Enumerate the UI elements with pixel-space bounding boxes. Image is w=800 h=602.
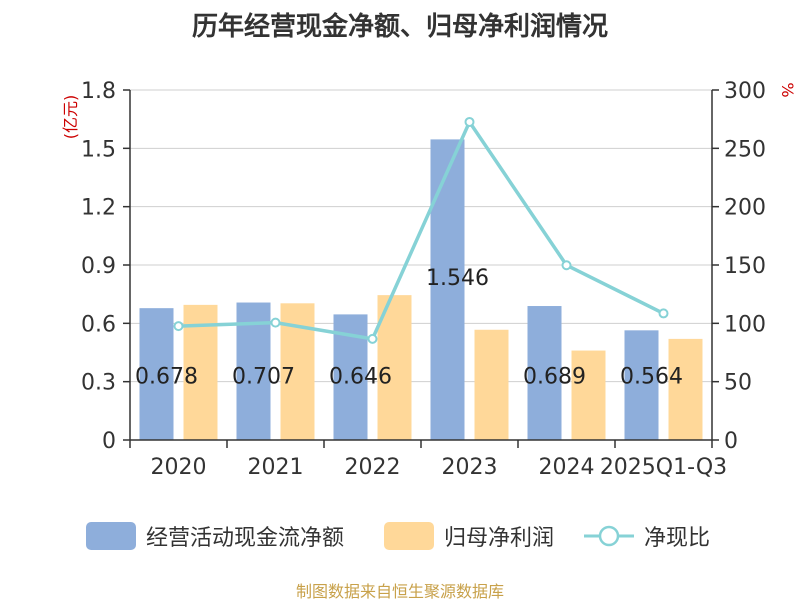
data-label-cash: 0.689 [523,365,586,390]
ratio-point [464,116,475,127]
bar-profit [474,329,509,440]
ratio-point [270,317,281,328]
ratio-point [658,308,669,319]
y-right-tick-label: 100 [724,312,766,337]
x-tick-label: 2022 [345,455,401,480]
ratio-line [173,116,669,344]
bar-profit [571,350,606,440]
y-left-tick-label: 0.9 [81,254,116,279]
y-left-tick-label: 0.6 [81,312,116,337]
y-right-tick-label: 250 [724,137,766,162]
bar-cash [624,330,659,440]
y-right-tick-label: 50 [724,371,752,396]
data-label-cash: 0.564 [620,365,683,390]
chart-title: 历年经营现金净额、归母净利润情况 [191,12,608,42]
source-note: 制图数据来自恒生聚源数据库 [295,582,504,601]
bar-profit [668,338,703,440]
data-label-cash: 1.546 [426,266,489,291]
y-left-tick-label: 0.3 [81,371,116,396]
data-labels: 0.678 0.707 0.646 1.546 0.689 0.564 [135,266,683,390]
legend-swatch-cash [86,522,136,550]
y-right-tick-label: 150 [724,254,766,279]
legend-line-ratio-icon [584,522,634,550]
legend-swatch-profit [384,522,434,550]
data-label-cash: 0.707 [232,365,295,390]
y-left-tick-label: 1.2 [81,196,116,221]
y-right-tick-label: 200 [724,196,766,221]
bar-cash [139,308,174,440]
legend-item-profit[interactable]: 归母净利润 [384,518,554,554]
y-left-unit-label: (亿元) [61,95,80,140]
x-tick-label: 2020 [151,455,207,480]
ratio-point [561,260,572,271]
x-tick-label: 2025Q1-Q3 [600,455,727,480]
y-right-tick-label: 300 [724,79,766,104]
x-tick-label: 2024 [539,455,595,480]
bar-cash [527,306,562,440]
axes: 0 0.3 0.6 0.9 1.2 1.5 1.8 0 50 100 150 200 250 300 (亿元… [61,79,797,480]
y-right-tick-label: 0 [724,429,738,454]
bar-cash [430,139,465,440]
y-right-unit-label: % [778,82,797,97]
ratio-point [173,321,184,332]
legend-label-ratio: 净现比 [644,526,711,551]
legend-item-cash[interactable]: 经营活动现金流净额 [86,518,344,554]
y-left-tick-label: 1.5 [81,137,116,162]
ratio-line-path [178,120,665,341]
x-tick-label: 2021 [248,455,304,480]
legend: 经营活动现金流净额 归母净利润 净现比 [0,518,800,554]
data-label-cash: 0.678 [135,365,198,390]
ratio-point [367,333,378,344]
x-tick-label: 2023 [442,455,498,480]
y-left-tick-label: 0 [102,429,116,454]
data-label-cash: 0.646 [329,365,392,390]
legend-label-cash: 经营活动现金流净额 [146,526,345,551]
legend-label-profit: 归母净利润 [444,526,555,551]
y-left-tick-label: 1.8 [81,79,116,104]
chart-canvas: 0 0.3 0.6 0.9 1.2 1.5 1.8 0 50 100 150 200 250 300 (亿元… [61,79,797,480]
bar-group [139,139,703,440]
legend-item-ratio[interactable]: 净现比 [584,518,710,554]
